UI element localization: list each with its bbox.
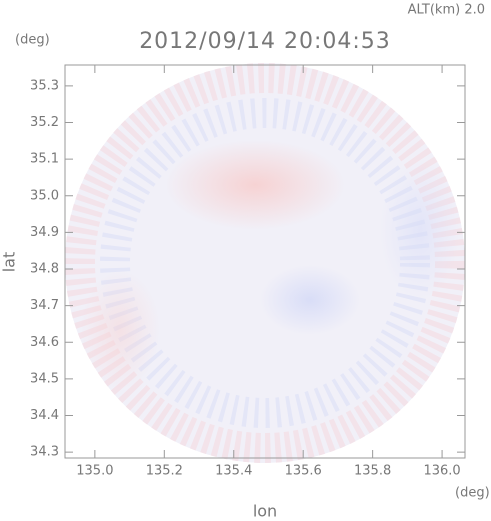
y-tick-label: 34.9 xyxy=(30,225,59,240)
x-tick-label: 135.4 xyxy=(215,464,252,479)
plot-frame xyxy=(64,64,466,459)
y-axis-label: lat xyxy=(0,252,19,273)
radar-field xyxy=(65,63,465,463)
y-tick-label: 34.3 xyxy=(30,445,59,460)
y-tick-label: 34.5 xyxy=(30,371,59,386)
y-tick-label: 34.8 xyxy=(30,262,59,277)
x-axis-label: lon xyxy=(253,502,277,521)
y-tick-label: 34.7 xyxy=(30,298,59,313)
y-tick-label: 35.0 xyxy=(30,188,59,203)
y-tick-label: 34.4 xyxy=(30,408,59,423)
x-tick-label: 135.2 xyxy=(146,464,183,479)
y-unit: (deg) xyxy=(15,33,50,48)
chart-title: 2012/09/14 20:04:53 xyxy=(139,29,391,54)
x-tick-label: 136.0 xyxy=(423,464,460,479)
x-tick-label: 135.0 xyxy=(76,464,113,479)
x-unit: (deg) xyxy=(455,486,490,501)
x-tick-label: 135.8 xyxy=(354,464,391,479)
y-tick-label: 35.3 xyxy=(30,78,59,93)
y-tick-label: 35.1 xyxy=(30,152,59,167)
y-tick-label: 34.6 xyxy=(30,335,59,350)
annotation: ALT(km) 2.0 xyxy=(408,3,485,18)
y-tick-label: 35.2 xyxy=(30,115,59,130)
x-tick-label: 135.6 xyxy=(285,464,322,479)
